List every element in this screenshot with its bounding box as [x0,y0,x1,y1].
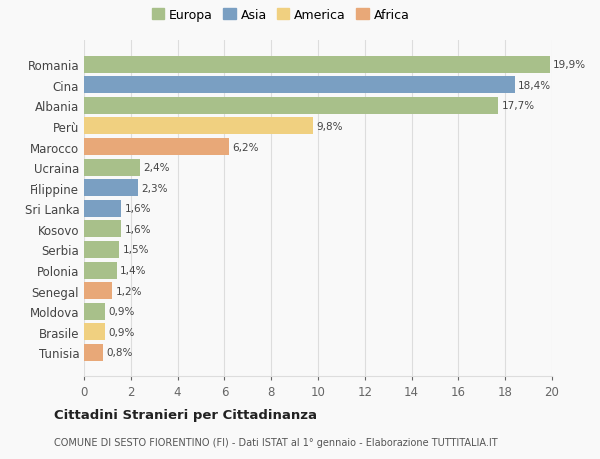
Text: 1,6%: 1,6% [125,224,151,235]
Bar [84,56,550,73]
Bar [84,324,105,341]
Text: Cittadini Stranieri per Cittadinanza: Cittadini Stranieri per Cittadinanza [54,408,317,421]
Text: 1,2%: 1,2% [116,286,142,296]
Bar [84,159,140,176]
Bar [84,180,138,197]
Legend: Europa, Asia, America, Africa: Europa, Asia, America, Africa [146,4,415,27]
Text: 17,7%: 17,7% [502,101,535,111]
Bar [84,303,105,320]
Bar [84,241,119,258]
Bar [84,344,103,361]
Bar [84,139,229,156]
Text: 1,4%: 1,4% [120,265,147,275]
Text: 6,2%: 6,2% [233,142,259,152]
Bar [84,201,121,217]
Text: 9,8%: 9,8% [317,122,343,132]
Text: 0,8%: 0,8% [106,348,133,358]
Bar [84,283,112,299]
Text: 1,6%: 1,6% [125,204,151,214]
Text: 19,9%: 19,9% [553,60,586,70]
Text: 1,5%: 1,5% [122,245,149,255]
Text: COMUNE DI SESTO FIORENTINO (FI) - Dati ISTAT al 1° gennaio - Elaborazione TUTTIT: COMUNE DI SESTO FIORENTINO (FI) - Dati I… [54,437,497,447]
Bar [84,221,121,238]
Text: 2,3%: 2,3% [142,183,168,193]
Text: 0,9%: 0,9% [109,307,135,317]
Text: 0,9%: 0,9% [109,327,135,337]
Bar [84,118,313,135]
Bar [84,98,498,114]
Text: 18,4%: 18,4% [518,80,551,90]
Bar [84,262,117,279]
Bar [84,77,515,94]
Text: 2,4%: 2,4% [143,163,170,173]
